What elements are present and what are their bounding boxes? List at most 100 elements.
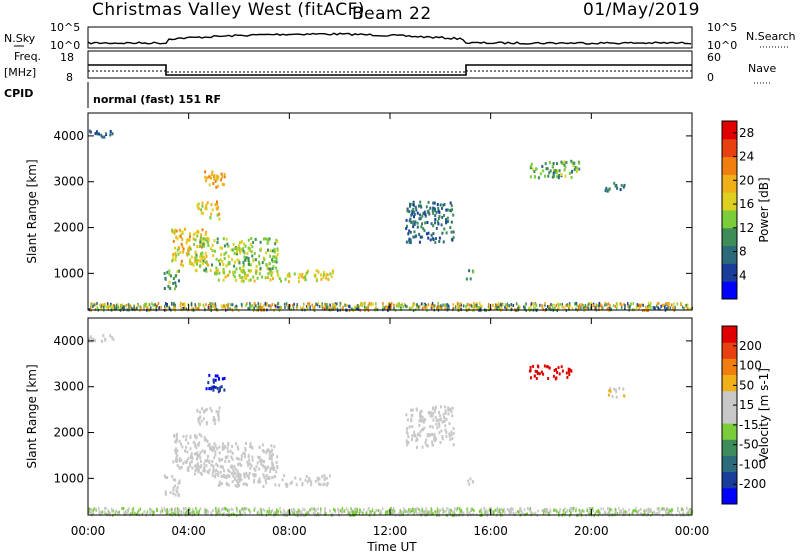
echo-point — [202, 261, 205, 265]
echo-point — [609, 508, 611, 512]
echo-point — [221, 466, 224, 469]
echo-point — [214, 475, 216, 479]
echo-point — [469, 477, 472, 481]
echo-point — [307, 269, 309, 273]
echo-point — [249, 462, 252, 466]
echo-point — [620, 510, 622, 514]
echo-point — [180, 259, 183, 263]
echo-point — [564, 165, 567, 169]
echo-point — [228, 260, 231, 264]
echo-point — [353, 511, 355, 515]
echo-point — [413, 302, 415, 306]
echo-point — [215, 468, 218, 472]
echo-point — [575, 307, 577, 311]
echo-point — [393, 509, 395, 513]
echo-point — [271, 476, 274, 480]
echo-point — [220, 385, 223, 389]
echo-point — [413, 212, 416, 216]
echo-point — [416, 211, 419, 215]
echo-point — [546, 365, 549, 369]
echo-point — [200, 434, 203, 438]
echo-point — [257, 510, 260, 514]
echo-point — [573, 506, 575, 510]
echo-point — [412, 235, 415, 239]
echo-point — [277, 302, 279, 306]
echo-point — [466, 303, 468, 307]
echo-point — [499, 303, 501, 307]
echo-point — [371, 509, 374, 512]
echo-point — [243, 275, 246, 279]
echo-point — [580, 509, 582, 513]
echo-point — [205, 203, 208, 207]
echo-point — [437, 217, 440, 220]
echo-point — [537, 176, 540, 180]
echo-point — [431, 433, 433, 436]
echo-point — [217, 259, 220, 263]
echo-point — [569, 304, 571, 308]
echo-point — [174, 478, 177, 482]
echo-point — [244, 258, 247, 262]
echo-point — [519, 509, 521, 512]
echo-point — [325, 476, 328, 480]
echo-point — [201, 228, 204, 232]
echo-point — [561, 303, 563, 307]
echo-point — [256, 305, 258, 309]
echo-point — [235, 306, 238, 310]
echo-point — [241, 276, 244, 280]
echo-point — [181, 237, 184, 241]
echo-point — [533, 512, 535, 516]
echo-point — [93, 303, 95, 307]
echo-point — [203, 451, 206, 455]
echo-point — [468, 307, 471, 311]
echo-point — [221, 377, 224, 381]
echo-point — [206, 176, 209, 180]
echo-point — [195, 446, 198, 449]
echo-point — [262, 473, 265, 477]
echo-point — [145, 512, 148, 516]
echo-point — [111, 336, 114, 340]
echo-point — [267, 276, 269, 280]
echo-point — [453, 509, 456, 513]
echo-point — [250, 305, 252, 309]
echo-point — [546, 167, 549, 171]
echo-point — [269, 254, 272, 258]
echo-point — [259, 507, 262, 511]
echo-point — [136, 303, 139, 307]
echo-point — [227, 450, 230, 454]
echo-point — [319, 273, 322, 277]
echo-point — [185, 507, 187, 510]
echo-point — [232, 473, 235, 477]
echo-point — [177, 246, 180, 250]
echo-point — [578, 167, 581, 171]
echo-point — [459, 306, 462, 310]
echo-point — [278, 277, 281, 280]
echo-point — [408, 425, 411, 429]
echo-point — [184, 306, 186, 310]
echo-point — [308, 302, 311, 306]
echo-point — [554, 307, 556, 311]
echo-point — [610, 307, 612, 311]
echo-point — [185, 445, 187, 449]
echo-point — [665, 509, 667, 513]
colorbar-swatch — [722, 192, 737, 211]
echo-point — [145, 302, 147, 306]
y-tick-label: 1000 — [53, 266, 84, 280]
echo-point — [179, 235, 182, 239]
echo-point — [234, 467, 237, 471]
echo-point — [429, 206, 432, 210]
echo-point — [197, 307, 200, 311]
echo-point — [422, 511, 425, 515]
colorbar-swatch — [722, 210, 737, 229]
echo-point — [236, 485, 239, 489]
echo-point — [558, 169, 561, 173]
echo-point — [497, 306, 500, 309]
echo-point — [416, 507, 418, 510]
echo-point — [419, 217, 422, 221]
echo-point — [143, 510, 146, 514]
echo-point — [245, 303, 247, 307]
echo-point — [418, 204, 420, 208]
echo-point — [429, 238, 432, 242]
echo-point — [271, 258, 274, 262]
echo-point — [216, 174, 219, 178]
echo-point — [576, 309, 579, 313]
